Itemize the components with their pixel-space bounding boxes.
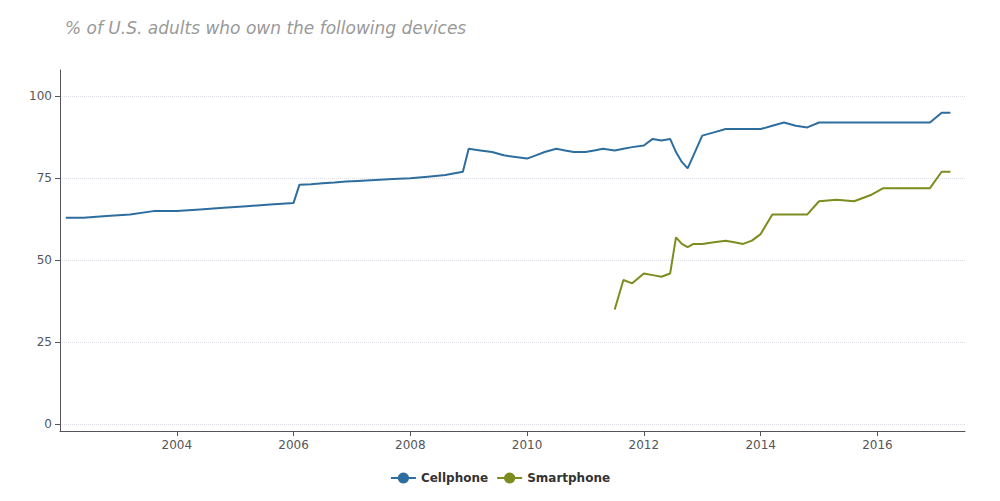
svg-text:100: 100 xyxy=(29,89,52,103)
svg-text:% of U.S. adults who own the f: % of U.S. adults who own the following d… xyxy=(65,18,466,38)
svg-text:2010: 2010 xyxy=(512,438,543,452)
svg-text:75: 75 xyxy=(37,171,52,185)
svg-text:50: 50 xyxy=(37,253,52,267)
svg-text:2014: 2014 xyxy=(745,438,776,452)
svg-text:0: 0 xyxy=(44,417,52,431)
svg-text:Smartphone: Smartphone xyxy=(527,471,610,485)
svg-text:2004: 2004 xyxy=(162,438,193,452)
svg-text:2012: 2012 xyxy=(629,438,660,452)
svg-text:Cellphone: Cellphone xyxy=(421,471,488,485)
svg-text:2008: 2008 xyxy=(395,438,426,452)
svg-text:2006: 2006 xyxy=(278,438,309,452)
svg-text:25: 25 xyxy=(37,335,52,349)
svg-text:2016: 2016 xyxy=(862,438,893,452)
